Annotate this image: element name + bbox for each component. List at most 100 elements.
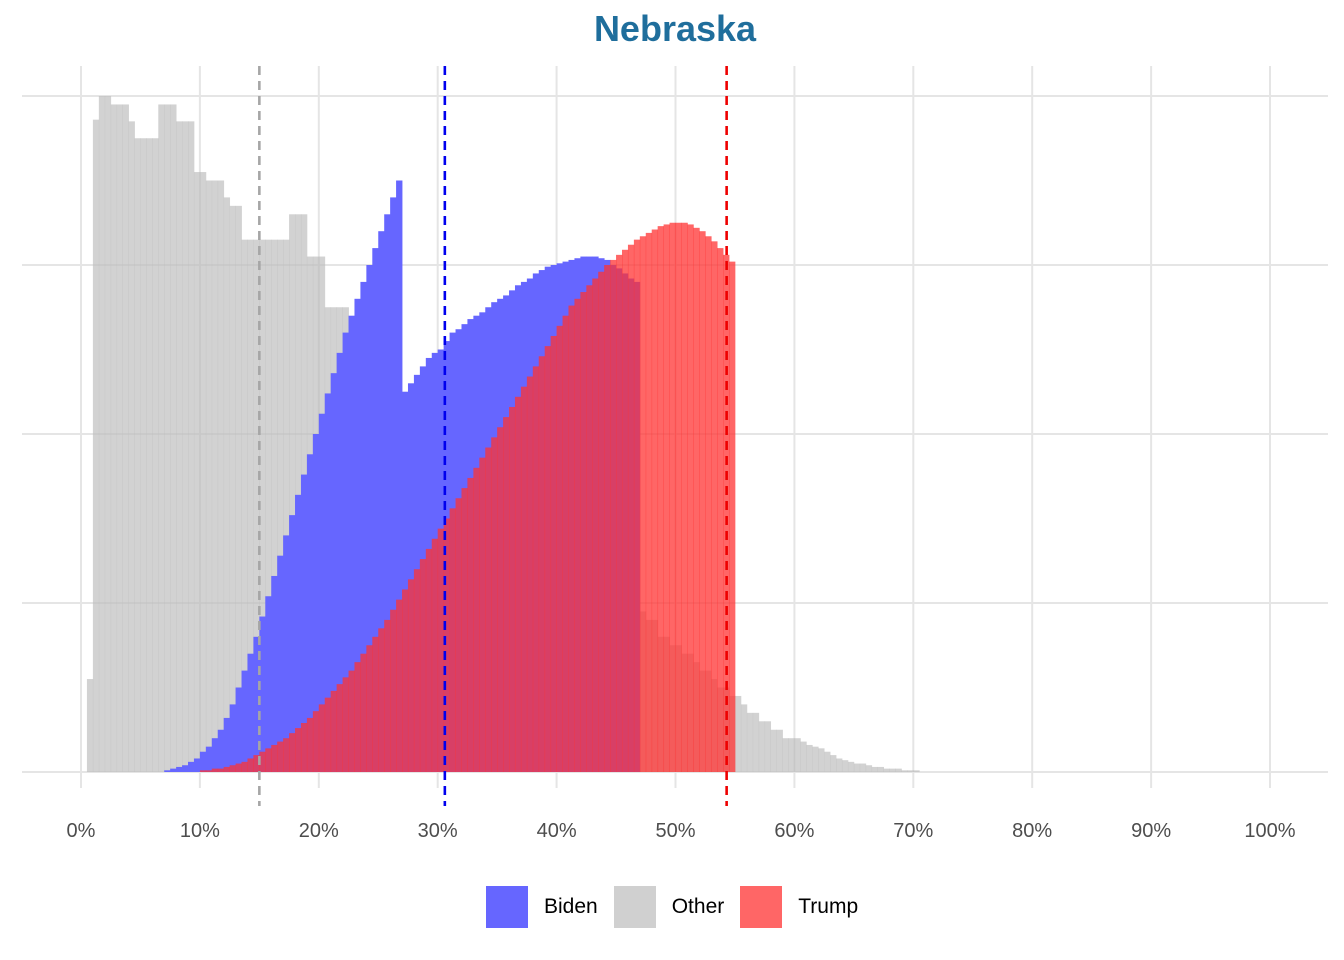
bar-other-32 [277,239,284,772]
bar-trump-5 [229,765,236,772]
legend-label-other: Other [671,895,725,918]
bar-trump-6 [235,763,242,772]
bar-biden-9 [217,729,225,772]
bar-trump-28 [366,645,373,772]
bar-trump-70 [616,254,623,773]
bar-trump-62 [568,305,575,772]
bar-biden-20 [283,535,290,772]
x-tick-label-10: 100% [1244,820,1295,842]
x-tick-label-2: 20% [299,820,339,842]
bar-trump-19 [312,711,320,772]
bar-trump-9 [253,755,260,772]
bar-other-128 [847,761,855,772]
bar-other-1 [92,119,100,772]
bar-other-13 [164,104,171,772]
series-trump [199,222,736,773]
bar-other-29 [259,239,266,772]
bar-other-132 [871,766,879,772]
bar-trump-89 [729,261,736,772]
bar-biden-5 [193,758,201,772]
bar-other-122 [812,746,819,772]
bar-other-33 [283,239,290,772]
bar-other-111 [746,712,754,772]
bar-trump-40 [437,528,445,772]
bar-other-126 [836,758,843,772]
bar-trump-85 [705,236,712,772]
bar-biden-14 [247,653,254,772]
mean-lines-layer [258,66,728,806]
bar-trump-13 [277,741,284,772]
bar-other-17 [188,121,195,773]
bar-trump-15 [289,733,296,772]
bar-biden-26 [318,413,326,772]
x-tick-label-4: 40% [537,820,577,842]
x-tick-label-5: 50% [655,820,695,842]
bar-other-117 [782,738,789,772]
bar-biden-19 [277,555,284,772]
bar-biden-32 [354,298,361,772]
bar-other-23 [223,197,231,772]
bar-trump-0 [199,770,207,772]
bar-trump-64 [580,292,587,772]
bar-biden-23 [300,474,308,772]
bar-biden-37 [384,214,391,773]
legend-label-biden: Biden [544,895,598,918]
legend-key-other [613,886,656,928]
bar-other-121 [806,744,813,772]
bar-other-21 [211,180,219,772]
bar-other-31 [271,239,278,772]
bar-trump-54 [520,386,528,772]
bar-trump-8 [247,758,254,772]
bar-other-2 [98,96,106,772]
bar-other-116 [776,729,783,772]
bar-other-138 [907,770,914,772]
bar-other-12 [158,104,165,772]
bar-other-131 [865,765,873,772]
bar-biden-40 [402,391,409,772]
bar-trump-77 [657,226,665,772]
bar-trump-34 [402,589,409,772]
bar-biden-18 [271,575,278,772]
bar-trump-48 [485,447,492,772]
bar-other-8 [134,138,141,772]
legend-item-biden: Biden [486,886,598,928]
bar-trump-2 [211,768,219,772]
bar-trump-72 [627,244,635,773]
bar-other-124 [824,751,831,772]
chart-title: Nebraska [593,8,757,49]
bar-trump-16 [295,728,302,772]
bar-biden-16 [259,616,266,772]
bar-trump-29 [372,636,379,772]
bar-trump-7 [241,761,248,772]
bar-biden-29 [336,352,343,772]
bar-other-19 [199,172,207,773]
bar-biden-12 [235,687,242,772]
bar-biden-25 [312,434,320,772]
bar-trump-22 [330,690,338,772]
x-tick-label-6: 60% [774,820,814,842]
bar-trump-12 [271,744,278,772]
bar-biden-10 [223,717,231,772]
bar-trump-86 [711,241,718,773]
bar-other-115 [770,729,777,772]
bar-other-113 [758,721,766,772]
bar-trump-81 [681,222,688,772]
bar-biden-6 [199,751,207,772]
bar-other-24 [229,205,236,773]
bar-other-136 [895,768,902,772]
bar-other-27 [247,239,254,772]
bar-trump-68 [604,265,611,772]
bar-other-35 [295,214,302,773]
bar-other-25 [235,205,242,773]
legend-item-trump: Trump [740,886,858,928]
bars-layer [86,96,920,773]
x-tick-label-3: 30% [418,820,458,842]
bar-trump-21 [324,697,332,772]
bar-trump-82 [687,224,694,772]
bar-other-119 [794,738,801,772]
x-tick-label-1: 10% [180,820,220,842]
bar-trump-18 [306,717,314,772]
bar-trump-59 [550,335,557,772]
bar-trump-23 [336,684,343,772]
bar-biden-30 [342,332,349,772]
